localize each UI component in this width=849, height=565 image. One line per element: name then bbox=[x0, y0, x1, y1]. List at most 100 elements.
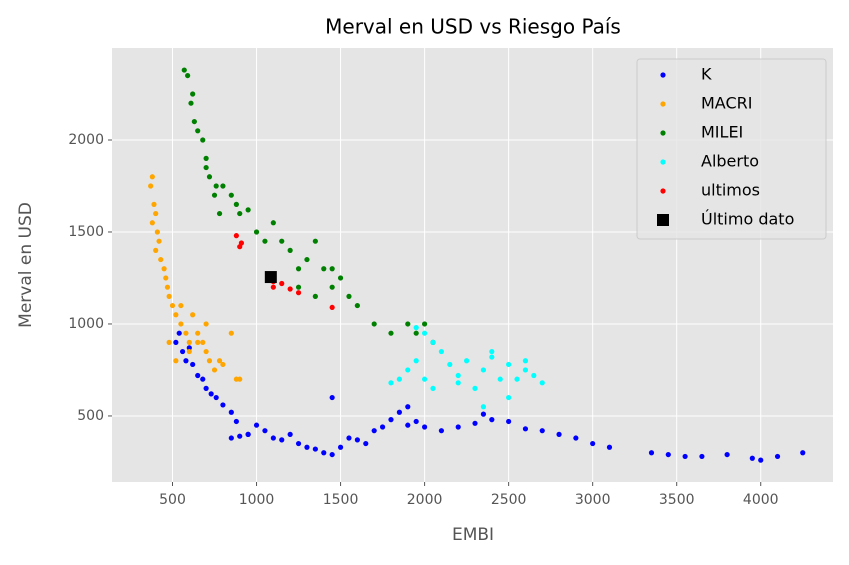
point bbox=[371, 321, 377, 327]
point bbox=[190, 91, 196, 97]
point bbox=[329, 284, 335, 290]
point bbox=[287, 286, 293, 292]
point bbox=[164, 284, 171, 290]
point bbox=[363, 440, 369, 447]
point bbox=[800, 450, 806, 456]
point bbox=[228, 435, 234, 441]
point bbox=[213, 394, 219, 401]
point bbox=[191, 118, 197, 125]
point bbox=[176, 330, 182, 336]
point bbox=[179, 348, 186, 355]
point bbox=[312, 293, 318, 299]
x-tick-label: 4000 bbox=[743, 492, 779, 508]
point bbox=[312, 238, 318, 244]
point bbox=[270, 284, 276, 290]
point bbox=[396, 376, 402, 382]
point bbox=[295, 284, 302, 290]
point bbox=[405, 404, 411, 410]
point bbox=[148, 183, 154, 189]
point bbox=[455, 372, 461, 379]
point bbox=[228, 330, 234, 336]
point bbox=[489, 348, 495, 355]
legend-marker bbox=[660, 72, 666, 78]
point bbox=[233, 233, 239, 239]
point bbox=[213, 183, 219, 189]
point bbox=[166, 339, 172, 345]
point bbox=[279, 238, 285, 244]
point bbox=[295, 266, 302, 272]
point bbox=[287, 431, 293, 437]
point bbox=[438, 348, 445, 355]
point bbox=[422, 376, 428, 382]
point bbox=[158, 256, 164, 263]
point bbox=[304, 256, 310, 263]
point bbox=[151, 201, 157, 207]
point bbox=[163, 275, 169, 281]
y-tick-label: 500 bbox=[77, 408, 104, 424]
point bbox=[522, 367, 529, 373]
point bbox=[329, 266, 335, 272]
point bbox=[573, 435, 579, 441]
point bbox=[203, 164, 209, 171]
legend-marker bbox=[660, 130, 666, 136]
point bbox=[312, 446, 318, 452]
point bbox=[153, 247, 159, 253]
point bbox=[539, 428, 545, 434]
x-tick-label: 3500 bbox=[659, 492, 695, 508]
point bbox=[200, 376, 206, 382]
point bbox=[329, 451, 335, 458]
point bbox=[186, 348, 192, 355]
chart-title: Merval en USD vs Riesgo País bbox=[325, 15, 621, 39]
point bbox=[413, 325, 419, 331]
point bbox=[388, 417, 394, 423]
x-tick-label: 3000 bbox=[575, 492, 611, 508]
point bbox=[337, 444, 344, 450]
point bbox=[178, 302, 184, 309]
point bbox=[203, 321, 209, 327]
point bbox=[237, 376, 243, 382]
point bbox=[287, 247, 293, 253]
point bbox=[220, 402, 226, 408]
legend-marker bbox=[660, 188, 666, 194]
point bbox=[749, 455, 755, 461]
point bbox=[233, 201, 239, 207]
point bbox=[203, 348, 209, 355]
point bbox=[480, 404, 487, 410]
point bbox=[321, 450, 327, 456]
point bbox=[195, 330, 201, 336]
point bbox=[245, 207, 251, 213]
x-tick-label: 2000 bbox=[407, 492, 443, 508]
point bbox=[206, 174, 213, 180]
point bbox=[665, 451, 671, 458]
point bbox=[262, 428, 268, 434]
point bbox=[156, 238, 162, 244]
point bbox=[388, 330, 394, 336]
point bbox=[464, 358, 470, 364]
point bbox=[173, 312, 179, 318]
point bbox=[405, 321, 411, 327]
point bbox=[195, 339, 201, 345]
x-axis-label: EMBI bbox=[452, 525, 494, 545]
point bbox=[682, 453, 688, 460]
point bbox=[321, 266, 327, 272]
point bbox=[181, 67, 187, 73]
point bbox=[188, 100, 194, 106]
point bbox=[279, 437, 285, 443]
point bbox=[472, 385, 478, 391]
point bbox=[233, 418, 239, 425]
point bbox=[346, 435, 352, 441]
point bbox=[195, 128, 201, 134]
point bbox=[489, 417, 495, 423]
point bbox=[489, 354, 495, 360]
point bbox=[220, 183, 226, 189]
point bbox=[264, 271, 277, 284]
point bbox=[480, 411, 487, 417]
point bbox=[514, 376, 520, 382]
point bbox=[413, 358, 419, 364]
point bbox=[422, 321, 428, 327]
point bbox=[354, 302, 360, 309]
point bbox=[186, 345, 192, 351]
point bbox=[354, 437, 360, 443]
y-tick-label: 1500 bbox=[68, 224, 104, 240]
